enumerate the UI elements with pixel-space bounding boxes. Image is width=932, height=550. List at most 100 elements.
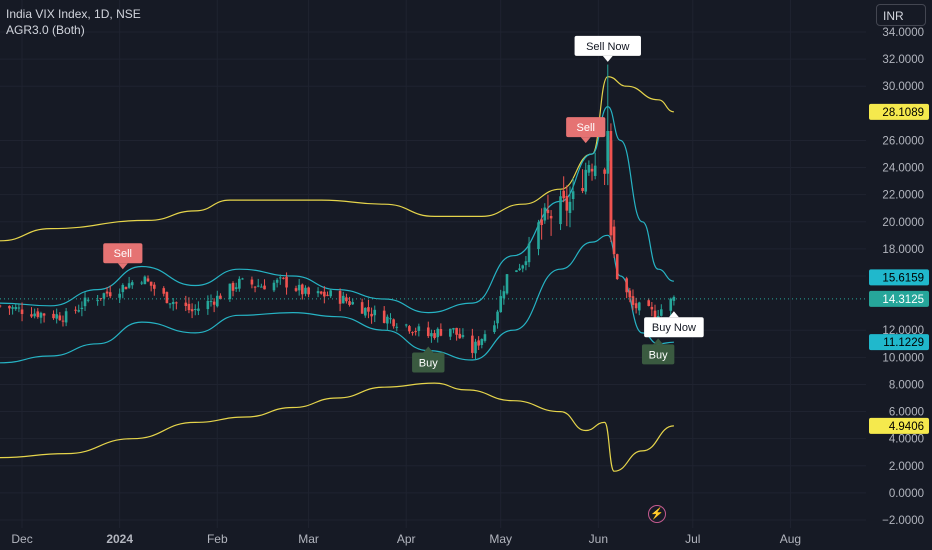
candle-body: [411, 332, 414, 334]
candle-body: [631, 296, 635, 305]
candle-body: [108, 292, 112, 297]
signal-buy: Buy: [412, 346, 445, 373]
candle-body: [414, 331, 417, 333]
candle-body: [593, 165, 597, 176]
x-tick-label: Dec: [11, 532, 32, 546]
signal-sell-now: Sell Now: [574, 35, 641, 62]
candle-body: [316, 291, 320, 294]
x-tick-label: Feb: [207, 532, 228, 546]
y-tick-label: 22.0000: [882, 190, 924, 202]
candle-body: [606, 130, 610, 161]
candle-body: [392, 319, 395, 327]
candle-body: [323, 291, 326, 297]
candle-body: [11, 307, 14, 309]
candles: [0, 64, 676, 360]
candle-body: [348, 301, 351, 306]
x-tick-label: Jun: [589, 532, 608, 546]
candle-body: [417, 326, 421, 331]
candle-body: [212, 301, 216, 305]
candle-body: [256, 285, 260, 287]
axis-price-label: 15.6159: [882, 272, 924, 284]
candle-body: [386, 316, 389, 324]
candle-body: [395, 326, 399, 328]
axis-price-label-box: [869, 103, 929, 120]
candle-body: [603, 169, 606, 174]
candle-body: [253, 286, 257, 288]
candle-body: [408, 326, 411, 332]
y-tick-label: 10.0000: [882, 352, 924, 364]
lightning-icon[interactable]: ⚡: [648, 505, 666, 523]
candle-body: [370, 313, 373, 317]
candle-body: [301, 284, 304, 295]
candle-body: [74, 309, 77, 311]
signal-pointer: [423, 346, 434, 353]
candle-body: [285, 276, 288, 288]
candle-body: [250, 279, 254, 285]
candle-body: [628, 290, 632, 298]
candle-body: [58, 315, 62, 321]
candle-body: [197, 308, 200, 311]
candle-body: [121, 284, 125, 293]
candle-body: [455, 327, 458, 335]
signal-box: [412, 352, 445, 373]
x-tick-label: 2024: [106, 532, 133, 546]
inner-upper-band: [0, 105, 674, 314]
candle-body: [187, 303, 191, 311]
candle-body: [219, 295, 222, 300]
candle-body: [562, 190, 565, 199]
indicator-title: AGR3.0 (Both): [6, 23, 85, 37]
candle-body: [612, 226, 616, 255]
candle-body: [653, 310, 657, 319]
candle-body: [449, 328, 452, 337]
candle-body: [515, 270, 518, 272]
candle-body: [146, 278, 150, 282]
candle-body: [260, 286, 263, 288]
candle-body: [590, 168, 594, 172]
candle-body: [30, 314, 33, 317]
candle-body: [140, 282, 144, 284]
candle-body: [272, 282, 276, 291]
candle-body: [499, 296, 503, 313]
candle-body: [307, 287, 310, 295]
candle-body: [127, 283, 131, 288]
candle-body: [238, 278, 241, 289]
y-tick-label: 32.0000: [882, 54, 924, 66]
axis-price-label: 11.1229: [883, 337, 924, 349]
y-tick-label: 30.0000: [882, 81, 924, 93]
candle-body: [471, 335, 474, 353]
candle-body: [241, 278, 244, 280]
axis-price-label: 14.3125: [882, 294, 924, 306]
candle-body: [193, 309, 197, 311]
candle-body: [153, 284, 156, 289]
signal-label: Buy: [419, 357, 438, 369]
candle-body: [231, 282, 235, 291]
candle-body: [493, 325, 496, 333]
candle-body: [0, 305, 2, 307]
candle-body: [64, 311, 68, 323]
candle-body: [190, 309, 194, 312]
currency-button[interactable]: INR: [876, 4, 926, 26]
candle-body: [634, 303, 638, 309]
signal-sell: Sell: [566, 117, 606, 144]
y-tick-label: 8.0000: [889, 379, 924, 391]
candle-body: [537, 222, 540, 250]
candle-body: [373, 309, 377, 316]
candle-body: [458, 333, 462, 339]
candle-body: [184, 302, 188, 306]
candle-body: [149, 281, 153, 286]
candle-body: [282, 277, 285, 279]
candle-body: [326, 294, 329, 296]
symbol-title: India VIX Index, 1D, NSE: [6, 7, 141, 21]
candle-body: [175, 302, 178, 304]
candle-body: [36, 311, 40, 317]
candle-body: [52, 313, 55, 319]
y-tick-label: 18.0000: [882, 244, 924, 256]
signal-box: [574, 35, 641, 56]
x-tick-label: May: [489, 532, 512, 546]
candle-body: [389, 318, 392, 320]
candle-body: [524, 261, 528, 266]
candle-body: [496, 311, 499, 324]
x-tick-label: Jul: [685, 532, 700, 546]
